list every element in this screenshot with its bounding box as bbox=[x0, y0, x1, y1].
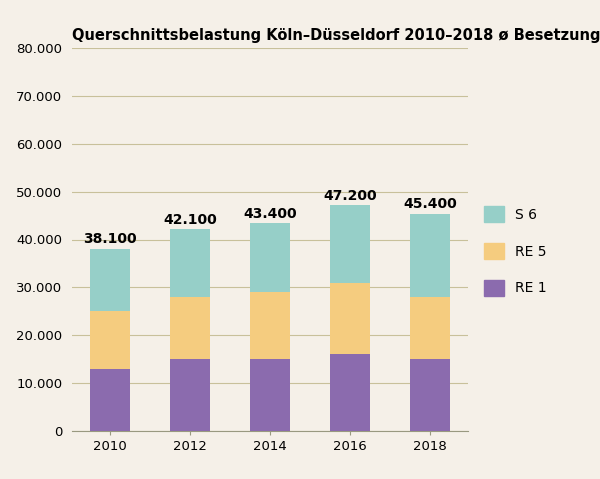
Bar bbox=[410, 214, 450, 297]
Bar bbox=[410, 297, 450, 359]
Bar bbox=[170, 229, 210, 297]
Bar bbox=[330, 354, 370, 431]
Text: 47.200: 47.200 bbox=[323, 189, 377, 203]
Bar bbox=[410, 359, 450, 431]
Bar bbox=[330, 283, 370, 354]
Bar bbox=[330, 205, 370, 283]
Bar bbox=[90, 311, 130, 369]
Bar bbox=[250, 292, 290, 359]
Legend: S 6, RE 5, RE 1: S 6, RE 5, RE 1 bbox=[479, 200, 552, 301]
Text: 42.100: 42.100 bbox=[163, 213, 217, 227]
Bar bbox=[250, 359, 290, 431]
Text: 38.100: 38.100 bbox=[83, 232, 137, 246]
Text: Querschnittsbelastung Köln–Düsseldorf 2010–2018 ø Besetzung (Mo–Fr): Querschnittsbelastung Köln–Düsseldorf 20… bbox=[72, 28, 600, 43]
Bar bbox=[90, 369, 130, 431]
Text: 43.400: 43.400 bbox=[243, 207, 297, 221]
Bar bbox=[250, 223, 290, 292]
Bar bbox=[90, 249, 130, 311]
Bar bbox=[170, 297, 210, 359]
Text: 45.400: 45.400 bbox=[403, 197, 457, 211]
Bar bbox=[170, 359, 210, 431]
